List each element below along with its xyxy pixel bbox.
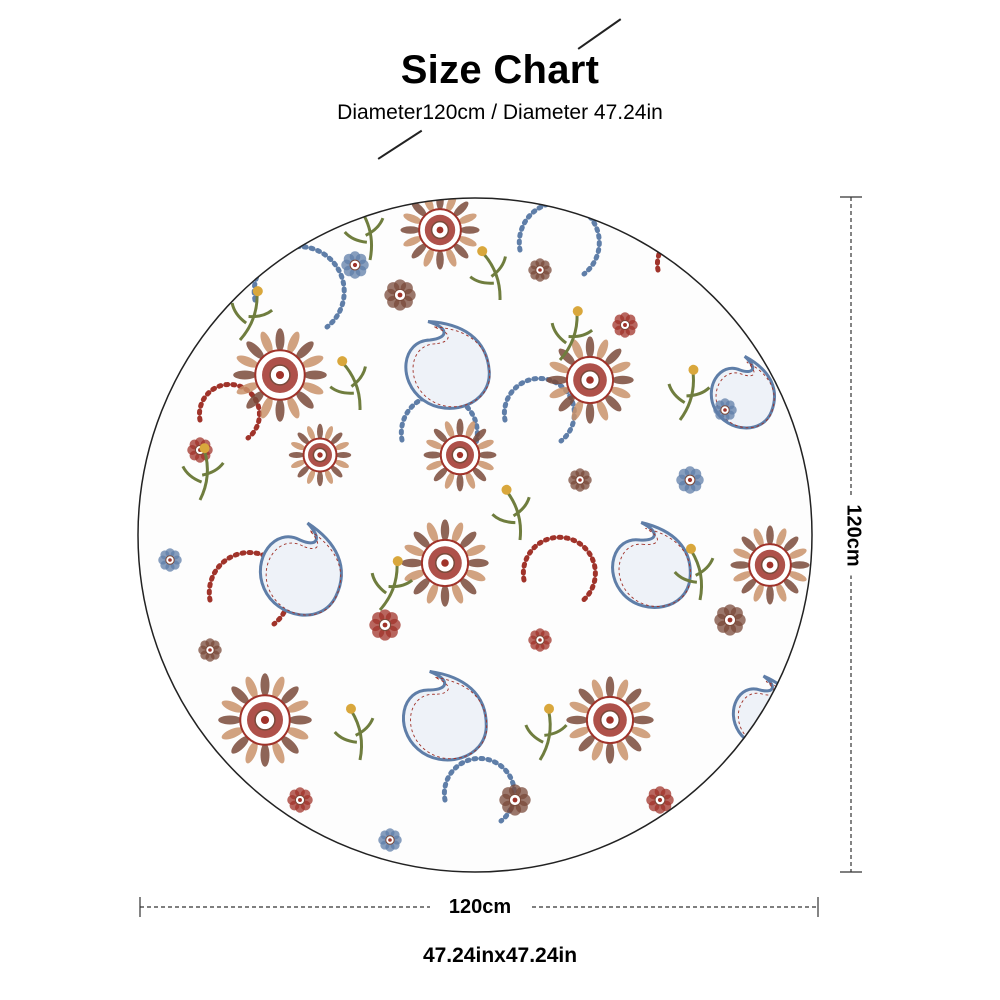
tablecloth-outline: [137, 197, 813, 873]
diameter-subtitle: Diameter120cm / Diameter 47.24in: [337, 101, 663, 124]
size-in-inches: 47.24inx47.24in: [422, 944, 578, 967]
height-label: 120cm: [841, 495, 865, 576]
paisley-pattern: [138, 198, 812, 872]
size-chart-title: Size Chart: [400, 48, 600, 92]
width-label: 120cm: [430, 896, 530, 919]
